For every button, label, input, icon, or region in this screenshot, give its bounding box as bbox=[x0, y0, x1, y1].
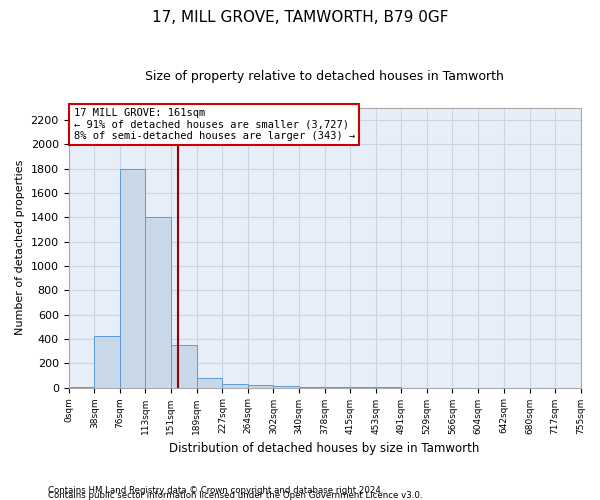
Bar bbox=[171, 345, 197, 388]
Bar bbox=[248, 385, 274, 388]
Bar bbox=[223, 384, 248, 388]
X-axis label: Distribution of detached houses by size in Tamworth: Distribution of detached houses by size … bbox=[169, 442, 480, 455]
Text: 17 MILL GROVE: 161sqm
← 91% of detached houses are smaller (3,727)
8% of semi-de: 17 MILL GROVE: 161sqm ← 91% of detached … bbox=[74, 108, 355, 141]
Y-axis label: Number of detached properties: Number of detached properties bbox=[15, 160, 25, 336]
Bar bbox=[120, 168, 145, 388]
Text: Contains HM Land Registry data © Crown copyright and database right 2024.: Contains HM Land Registry data © Crown c… bbox=[48, 486, 383, 495]
Bar bbox=[94, 336, 120, 388]
Bar bbox=[197, 378, 223, 388]
Bar bbox=[68, 387, 94, 388]
Text: 17, MILL GROVE, TAMWORTH, B79 0GF: 17, MILL GROVE, TAMWORTH, B79 0GF bbox=[152, 10, 448, 25]
Bar bbox=[145, 218, 171, 388]
Title: Size of property relative to detached houses in Tamworth: Size of property relative to detached ho… bbox=[145, 70, 504, 83]
Bar bbox=[274, 386, 299, 388]
Text: Contains public sector information licensed under the Open Government Licence v3: Contains public sector information licen… bbox=[48, 491, 422, 500]
